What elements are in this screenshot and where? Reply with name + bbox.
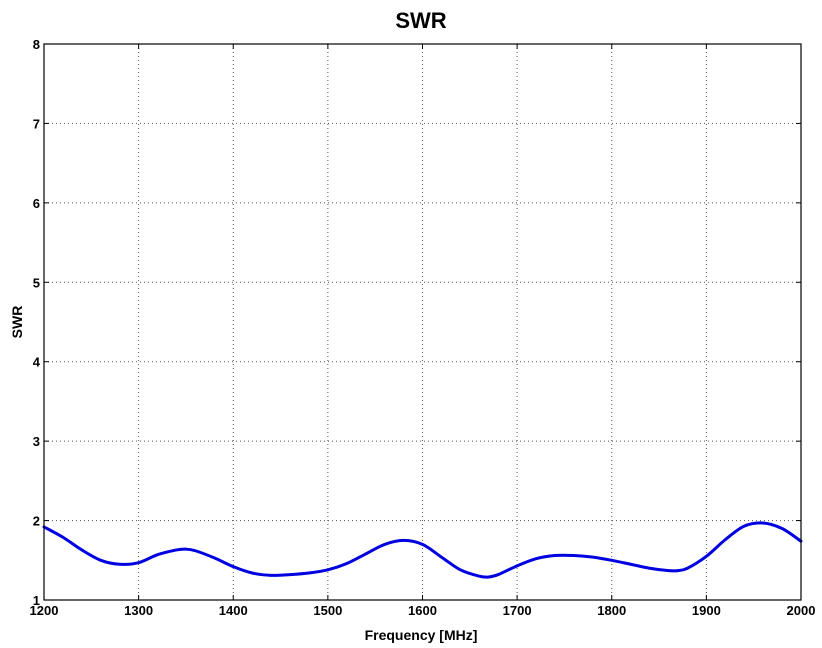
series-layer [42,521,803,579]
x-axis-label: Frequency [MHz] [365,627,478,643]
y-tick-label: 1 [33,593,40,608]
x-tick-label: 1300 [124,603,153,618]
grid [44,44,801,600]
ticks: 1200 1300 1400 1500 1600 1700 1800 1900 2000 1 2 3 4… [30,37,816,618]
y-tick-label: 5 [33,275,40,290]
y-tick-label: 4 [33,355,41,370]
x-tick-label: 1500 [313,603,342,618]
x-tick-label: 1800 [597,603,626,618]
x-tick-label: 1600 [408,603,437,618]
y-tick-label: 3 [33,434,40,449]
y-tick-label: 7 [33,116,40,131]
y-tick-label: 2 [33,514,40,529]
x-tick-label: 1400 [219,603,248,618]
x-tick-label: 1700 [503,603,532,618]
x-tick-label: 1200 [30,603,59,618]
x-tick-label: 1900 [692,603,721,618]
chart-title: SWR [395,8,446,33]
y-tick-label: 6 [33,196,40,211]
swr-series-line [42,521,803,579]
y-tick-label: 8 [33,37,40,52]
y-axis-label: SWR [9,306,25,339]
x-tick-label: 2000 [787,603,816,618]
